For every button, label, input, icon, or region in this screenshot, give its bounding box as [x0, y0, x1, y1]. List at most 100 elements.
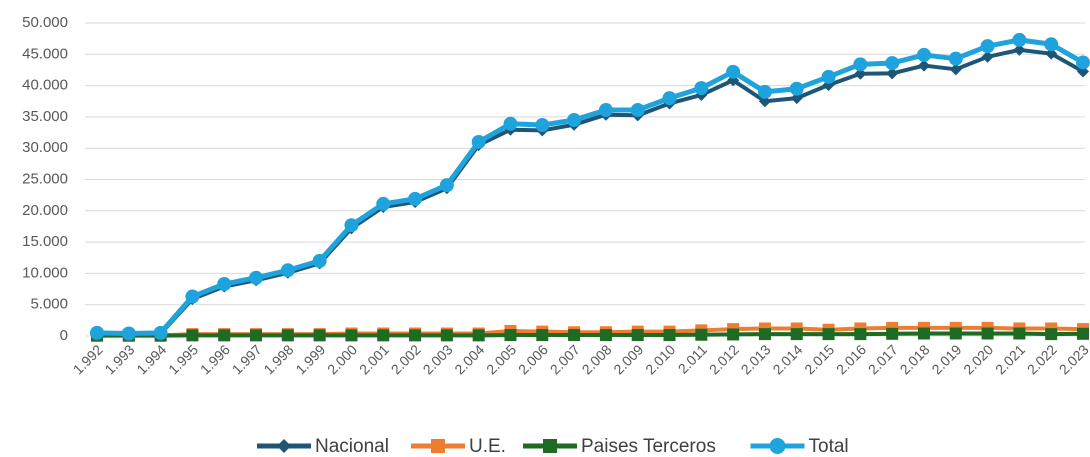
point — [90, 325, 104, 340]
legend-label: Nacional — [315, 436, 389, 457]
x-tick-label: 2.019 — [928, 341, 964, 377]
legend-marker — [431, 439, 445, 453]
x-tick-label: 1.993 — [101, 341, 137, 377]
x-tick-label: 2.020 — [960, 341, 996, 377]
point — [1044, 37, 1059, 52]
point — [886, 327, 899, 340]
legend-marker — [277, 439, 291, 453]
point — [376, 196, 391, 211]
point — [1076, 55, 1090, 70]
x-tick-label: 2.023 — [1056, 341, 1090, 377]
point — [472, 329, 485, 342]
x-tick-label: 2.001 — [356, 341, 392, 377]
point — [790, 328, 803, 341]
point — [695, 328, 708, 341]
y-tick-label: 5.000 — [30, 296, 68, 313]
x-tick-label: 2.013 — [738, 341, 774, 377]
point — [853, 57, 868, 72]
y-tick-label: 40.000 — [22, 77, 68, 94]
point — [949, 327, 962, 340]
point — [981, 50, 994, 63]
point — [535, 118, 550, 133]
y-tick-label: 35.000 — [22, 108, 68, 125]
point — [249, 270, 264, 285]
x-tick-label: 1.995 — [165, 341, 201, 377]
point — [630, 103, 645, 118]
series-line — [96, 47, 1084, 337]
point — [726, 64, 741, 79]
x-tick-label: 2.022 — [1024, 341, 1060, 377]
x-tick-label: 2.012 — [706, 341, 742, 377]
point — [408, 191, 423, 206]
x-tick-label: 1.999 — [292, 341, 328, 377]
x-tick-label: 2.009 — [610, 341, 646, 377]
point — [471, 134, 486, 149]
point — [217, 277, 232, 292]
point — [948, 51, 963, 66]
point — [917, 327, 930, 340]
legend-label: Paises Terceros — [581, 436, 716, 457]
x-tick-label: 2.005 — [483, 341, 519, 377]
point — [313, 329, 326, 342]
y-tick-label: 20.000 — [22, 202, 68, 219]
y-tick-label: 45.000 — [22, 45, 68, 62]
legend-marker — [543, 439, 557, 453]
point — [727, 328, 740, 341]
point — [1013, 327, 1026, 340]
point — [345, 329, 358, 342]
point — [981, 327, 994, 340]
point — [822, 328, 835, 341]
legend-marker — [769, 438, 786, 454]
x-tick-label: 2.016 — [833, 341, 869, 377]
point — [916, 47, 931, 62]
x-tick-label: 1.997 — [229, 341, 265, 377]
point — [854, 328, 867, 341]
point — [1045, 47, 1058, 60]
point — [789, 81, 804, 96]
x-tick-label: 1.998 — [260, 341, 296, 377]
y-tick-label: 0 — [60, 327, 68, 344]
point — [885, 56, 900, 71]
point — [185, 289, 200, 304]
legend-label: Total — [809, 436, 849, 457]
point — [631, 329, 644, 342]
x-tick-label: 2.004 — [451, 341, 487, 377]
point — [440, 329, 453, 342]
point — [663, 329, 676, 342]
point — [568, 329, 581, 342]
point — [662, 91, 677, 106]
point — [757, 84, 772, 99]
series-line — [97, 331, 1084, 338]
y-tick-label: 30.000 — [22, 139, 68, 156]
point — [599, 329, 612, 342]
y-tick-label: 10.000 — [22, 264, 68, 281]
legend: Nacional U.E. Paises Terceros Total — [257, 436, 849, 457]
point — [886, 67, 899, 80]
x-tick-label: 1.992 — [70, 341, 106, 377]
point — [1077, 327, 1089, 340]
point — [377, 329, 390, 342]
point — [821, 69, 836, 84]
point — [281, 329, 294, 342]
point — [567, 113, 582, 128]
point — [1012, 32, 1027, 47]
series-line — [96, 37, 1085, 336]
x-tick-label: 2.008 — [579, 341, 615, 377]
point — [854, 67, 867, 80]
x-tick-label: 2.007 — [547, 341, 583, 377]
y-tick-label: 50.000 — [22, 14, 68, 31]
x-tick-label: 2.017 — [865, 341, 901, 377]
x-tick-label: 2.006 — [515, 341, 551, 377]
point — [1013, 43, 1026, 56]
point — [312, 253, 327, 268]
x-tick-label: 2.003 — [420, 341, 456, 377]
point — [280, 263, 295, 278]
point — [503, 116, 518, 131]
point — [694, 81, 709, 96]
x-tick-label: 1.996 — [197, 341, 233, 377]
point — [949, 63, 962, 76]
point — [504, 329, 517, 342]
point — [980, 39, 995, 54]
x-tick-label: 2.002 — [388, 341, 424, 377]
